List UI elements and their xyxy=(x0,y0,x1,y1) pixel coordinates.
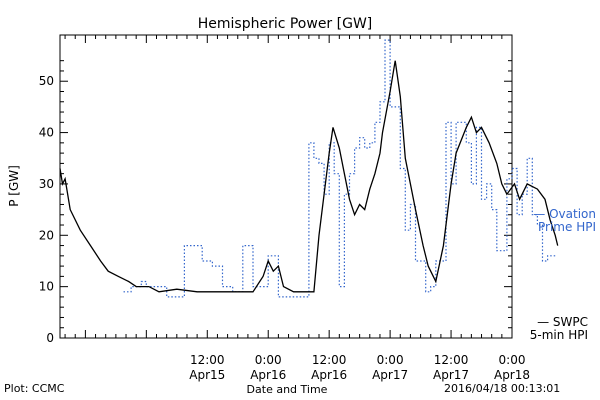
y-tick-label: 20 xyxy=(39,228,54,242)
x-tick-date-label: Apr16 xyxy=(311,368,347,382)
ovation-prime-series-line xyxy=(123,39,556,298)
x-tick-date-label: Apr16 xyxy=(250,368,286,382)
x-tick-time-label: 12:00 xyxy=(312,353,347,367)
y-axis-ticks: 0 10 20 30 40 50 xyxy=(39,60,512,345)
plot-frame xyxy=(59,34,513,339)
swpc-legend-dash: — xyxy=(537,315,550,329)
y-tick-label: 10 xyxy=(39,280,54,294)
y-axis-label: P [GW] xyxy=(7,165,21,207)
ovation-legend-label-1: Ovation xyxy=(549,207,596,221)
x-tick-date-label: Apr15 xyxy=(189,368,225,382)
x-axis-ticks: 12:00Apr150:00Apr1612:00Apr160:00Apr1712… xyxy=(64,35,530,382)
x-tick-time-label: 12:00 xyxy=(434,353,469,367)
x-axis-label: Date and Time xyxy=(247,383,328,396)
ovation-legend: — Ovation Prime HPI xyxy=(512,208,596,234)
swpc-legend: — SWPC 5-min HPI xyxy=(512,316,588,342)
y-tick-label: 50 xyxy=(39,74,54,88)
y-tick-label: 30 xyxy=(39,177,54,191)
x-tick-date-label: Apr18 xyxy=(494,368,530,382)
ovation-legend-label-2: Prime HPI xyxy=(538,220,596,234)
x-tick-time-label: 12:00 xyxy=(190,353,225,367)
x-tick-date-label: Apr17 xyxy=(433,368,469,382)
ovation-legend-dash: — xyxy=(533,207,546,221)
swpc-legend-label-1: SWPC xyxy=(552,315,588,329)
x-tick-time-label: 0:00 xyxy=(377,353,404,367)
plot-timestamp: 2016/04/18 00:13:01 xyxy=(444,382,561,395)
chart-title: Hemispheric Power [GW] xyxy=(198,16,373,32)
x-tick-time-label: 0:00 xyxy=(255,353,282,367)
x-tick-time-label: 0:00 xyxy=(499,353,526,367)
y-tick-label: 0 xyxy=(46,331,54,345)
x-tick-date-label: Apr17 xyxy=(372,368,408,382)
swpc-hpi-series-line xyxy=(59,60,559,293)
swpc-legend-label-2: 5-min HPI xyxy=(529,328,588,342)
plot-credit: Plot: CCMC xyxy=(4,382,65,395)
y-tick-label: 40 xyxy=(39,126,54,140)
series-layer xyxy=(59,39,559,298)
